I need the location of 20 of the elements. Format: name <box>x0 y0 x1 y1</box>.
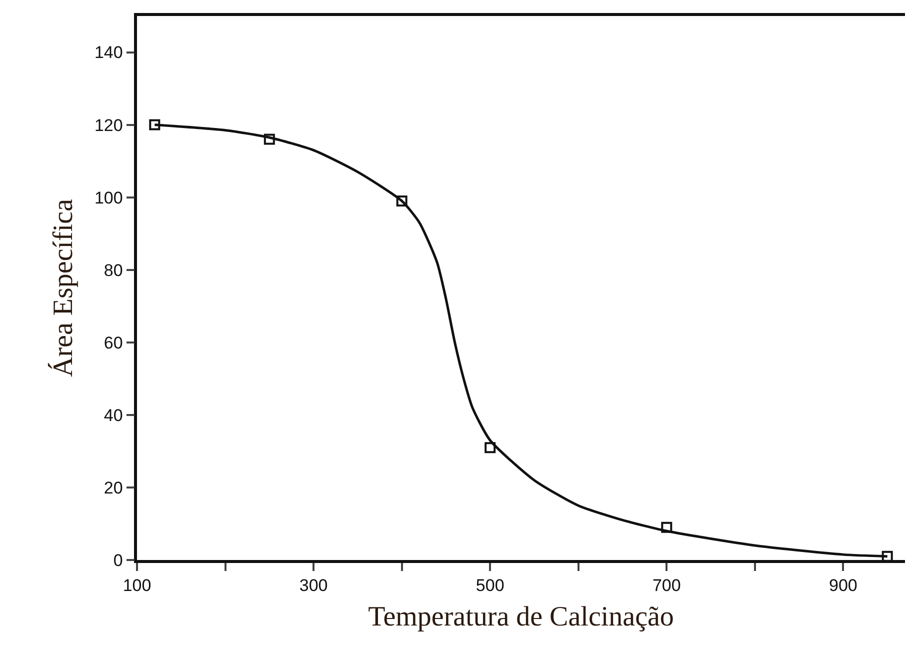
x-tick-label: 500 <box>476 576 504 596</box>
y-axis-title: Área Específica <box>47 198 80 377</box>
point <box>484 442 496 454</box>
y-tick-label: 80 <box>104 260 123 280</box>
y-tick-label: 20 <box>104 478 123 498</box>
point <box>661 522 672 533</box>
y-tick-label: 0 <box>113 550 123 570</box>
x-tick-label: 900 <box>829 576 858 596</box>
point <box>396 195 408 206</box>
y-tick-label: 100 <box>94 188 123 208</box>
y-tick-label: 140 <box>94 43 123 62</box>
point <box>264 134 275 145</box>
x-tick-label: 300 <box>299 576 328 596</box>
x-tick-label: 100 <box>122 576 152 596</box>
x-tick-label: 700 <box>652 576 681 596</box>
y-tick-label: 120 <box>94 116 123 135</box>
y-tick-label: 60 <box>104 333 123 352</box>
y-tick-label: 40 <box>104 406 123 425</box>
x-axis-title: Temperatura de Calcinação <box>368 601 674 632</box>
point <box>149 119 160 130</box>
